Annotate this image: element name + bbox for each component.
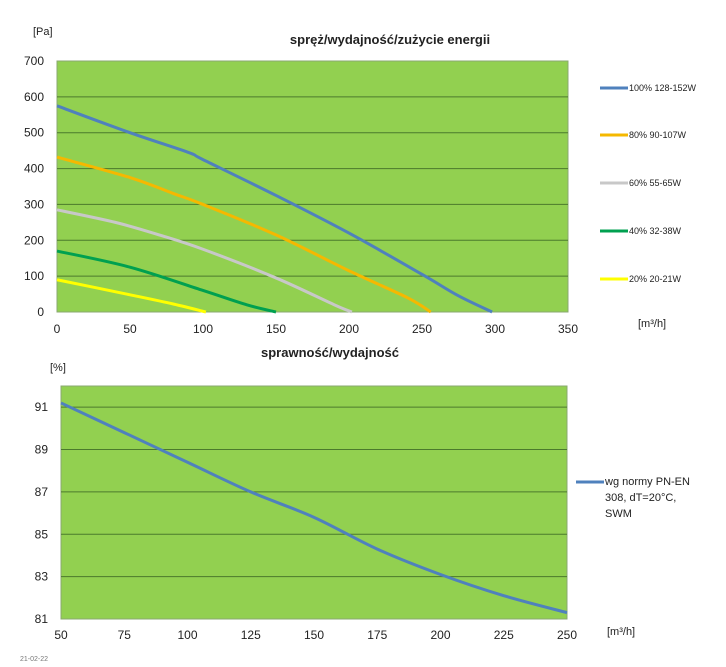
y-tick-label: 81 [35, 612, 49, 626]
y-tick-label: 600 [24, 90, 44, 104]
series-line-0-0 [56, 104, 493, 314]
x-tick-label: 175 [367, 628, 387, 642]
legend-label: 80% 90-107W [629, 130, 687, 140]
x-tick-label: 50 [123, 322, 137, 336]
y-tick-label: 0 [37, 305, 44, 319]
chart-title: sprawność/wydajność [261, 345, 399, 360]
legend-label: wg normy PN-EN [604, 476, 690, 488]
x-tick-label: 0 [54, 322, 61, 336]
x-tick-label: 100 [193, 322, 213, 336]
x-tick-label: 200 [430, 628, 450, 642]
legend-label: 308, dT=20°C, [605, 492, 676, 504]
chart-title: spręż/wydajność/zużycie energii [290, 32, 490, 47]
plot-area-1 [60, 385, 568, 620]
x-tick-label: 350 [558, 322, 578, 336]
legend-label: SWM [605, 508, 632, 520]
series-line-1-0 [60, 401, 568, 615]
y-tick-label: 200 [24, 233, 44, 247]
y-tick-label: 85 [35, 527, 49, 541]
x-tick-label: 300 [485, 322, 505, 336]
legend-label: 20% 20-21W [629, 274, 682, 284]
plot-area-0 [56, 60, 569, 313]
x-tick-label: 225 [494, 628, 514, 642]
y-tick-label: 700 [24, 54, 44, 68]
footer-date: 21-02-22 [20, 656, 49, 663]
y-tick-label: 100 [24, 269, 44, 283]
x-tick-label: 250 [557, 628, 577, 642]
x-tick-label: 100 [177, 628, 197, 642]
series-line-0-3 [56, 249, 277, 314]
series-line-0-2 [56, 208, 353, 314]
x-tick-label: 125 [241, 628, 261, 642]
y-tick-label: 91 [35, 400, 49, 414]
y-tick-label: 300 [24, 197, 44, 211]
legend-label: 100% 128-152W [629, 83, 697, 93]
y-tick-label: 89 [35, 443, 49, 457]
x-tick-label: 150 [266, 322, 286, 336]
y-axis-label: [Pa] [33, 26, 53, 38]
x-tick-label: 200 [339, 322, 359, 336]
y-tick-label: 83 [35, 570, 49, 584]
x-tick-label: 250 [412, 322, 432, 336]
y-tick-label: 400 [24, 162, 44, 176]
x-tick-label: 50 [54, 628, 68, 642]
series-line-0-4 [56, 278, 207, 314]
y-axis-label: [%] [50, 362, 66, 374]
legend-label: 40% 32-38W [629, 226, 682, 236]
y-tick-label: 500 [24, 126, 44, 140]
y-tick-label: 87 [35, 485, 49, 499]
series-line-0-1 [56, 155, 432, 314]
x-tick-label: 75 [118, 628, 132, 642]
x-axis-label: [m³/h] [607, 626, 635, 638]
x-tick-label: 150 [304, 628, 324, 642]
legend-label: 60% 55-65W [629, 178, 682, 188]
x-axis-label: [m³/h] [638, 318, 666, 330]
